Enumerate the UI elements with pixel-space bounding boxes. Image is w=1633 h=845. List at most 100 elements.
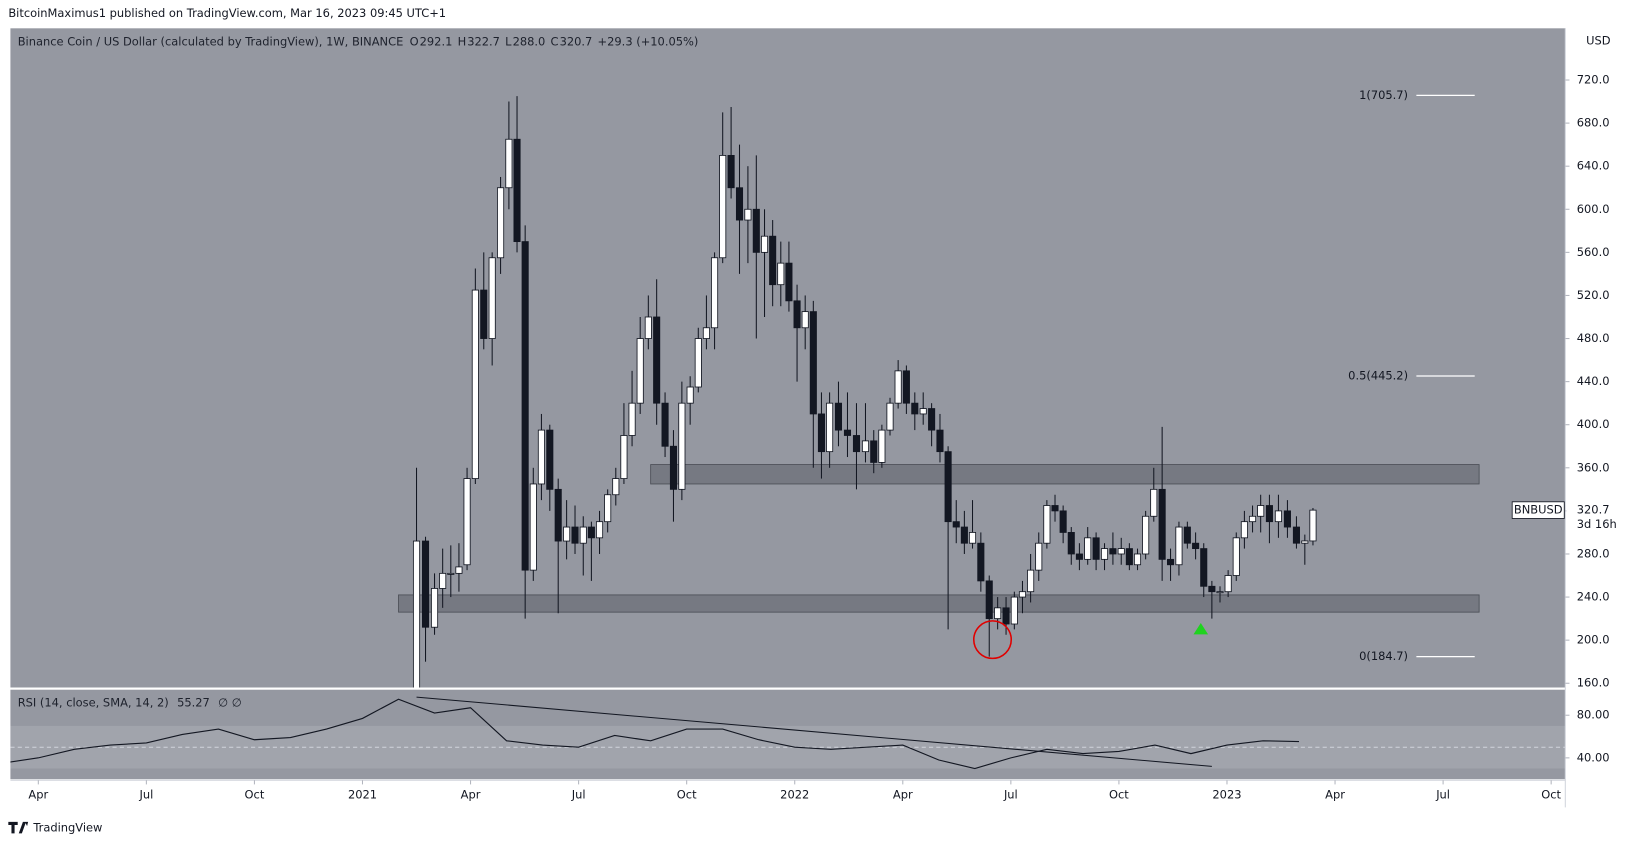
y-tick-label: 640.0 (1577, 159, 1610, 173)
y-tick-label: 560.0 (1577, 245, 1610, 259)
candle-body (1232, 537, 1240, 576)
y-tick-label: 240.0 (1577, 590, 1610, 604)
candle-body (546, 429, 554, 490)
candle-body (1167, 558, 1175, 566)
ohlc-value: 320.7 (560, 34, 593, 48)
candle-body (653, 316, 661, 404)
y-tick-label: 680.0 (1577, 116, 1610, 130)
ohlc-key: O (410, 34, 419, 48)
publisher: BitcoinMaximus1 published on TradingView… (8, 6, 446, 20)
footer-brand: TradingView (32, 821, 102, 835)
ohlc-key: C (551, 34, 559, 48)
fib-label: 1(705.7) (1359, 88, 1408, 102)
x-tick-label: 2021 (348, 787, 377, 801)
candle-body (587, 526, 595, 539)
candle-body (1274, 510, 1282, 523)
candle-body (785, 262, 793, 302)
y-tick-label: 520.0 (1577, 288, 1610, 302)
candle-body (1240, 521, 1248, 539)
candle-body (537, 429, 545, 485)
candle-body (1183, 526, 1191, 544)
price-tag (1566, 501, 1619, 534)
price-zone (398, 594, 1480, 613)
candle-body (817, 413, 825, 453)
candle-body (1133, 553, 1142, 566)
candle-body (505, 138, 513, 189)
candle-body (1059, 510, 1067, 533)
candle-body (1309, 509, 1317, 542)
candle-body (521, 241, 529, 571)
candle-body (944, 451, 952, 523)
candle-body (711, 257, 719, 329)
candle-body (1109, 548, 1117, 555)
candle-body (686, 386, 694, 404)
candle-body (455, 566, 463, 574)
candle-body (513, 138, 521, 243)
y-tick-label: 600.0 (1577, 202, 1610, 216)
candle-body (488, 257, 496, 339)
candle-body (612, 478, 620, 496)
x-tick-label: Oct (245, 787, 265, 801)
candle-body (1224, 575, 1232, 593)
price-tag-label: 320.7 (1577, 503, 1610, 517)
x-tick-label: Oct (677, 787, 697, 801)
candle-body (1283, 510, 1291, 528)
candle-body (1248, 515, 1257, 523)
logo-mark (8, 821, 29, 834)
ohlc-value: 322.7 (467, 34, 500, 48)
candle-body (604, 494, 612, 523)
candle-body (870, 440, 878, 463)
price-zone (650, 464, 1480, 485)
x-tick-label: Jul (571, 787, 586, 801)
candle-body (952, 521, 960, 528)
candle-body (1092, 537, 1100, 560)
candle-body (727, 155, 735, 189)
candle-body (439, 572, 447, 589)
candle-body (1142, 515, 1150, 555)
candle-body (1292, 526, 1300, 544)
rsi-value: 55.27 (177, 696, 210, 710)
candle-body (644, 316, 652, 339)
y-tick-label: 720.0 (1577, 73, 1610, 87)
candle-body (994, 607, 1002, 620)
candle-body (1100, 548, 1109, 560)
ohlc-value: 292.1 (420, 34, 453, 48)
ohlc-value: 288.0 (513, 34, 546, 48)
candle-body (628, 402, 636, 436)
candle-body (620, 435, 628, 479)
y-tick-label: 440.0 (1577, 374, 1610, 388)
candle-body (579, 526, 587, 544)
candle-body (430, 588, 439, 628)
candle-body (1075, 553, 1083, 560)
candle-body (1257, 505, 1265, 517)
currency: USD (1586, 33, 1611, 47)
axes: Apr Jul Oct 2021 Apr Jul Oct 2022 Apr Jul Oct 2023 A… (28, 73, 1619, 801)
candle-body (977, 542, 985, 582)
candle-body (1125, 548, 1133, 566)
candle-body (1200, 548, 1208, 587)
candle-body (744, 208, 752, 221)
fib-label: 0.5(445.2) (1348, 369, 1408, 383)
price-plot: 1(705.7) 0.5(445.2) 0(184.7) (398, 88, 1480, 688)
candle-body (902, 370, 910, 404)
y-tick-label: 200.0 (1577, 633, 1610, 647)
rsi-trendline (416, 696, 1212, 767)
y-tick-label: 480.0 (1577, 331, 1610, 345)
candle-body (809, 311, 817, 415)
candle-body (636, 338, 644, 404)
candle-body (843, 429, 852, 436)
candle-body (928, 408, 936, 431)
fib-label: 0(184.7) (1359, 649, 1408, 663)
x-tick-label: Apr (461, 787, 481, 801)
candle-body (834, 402, 843, 431)
x-tick-label: Oct (1109, 787, 1129, 801)
candle-body (471, 289, 479, 479)
rsi-tick-label: 40.00 (1577, 750, 1610, 764)
ohlc-key: H (458, 34, 467, 48)
candle-body (1150, 488, 1158, 517)
ohlc-key: L (505, 34, 512, 48)
candle-body (421, 540, 430, 628)
candle-body (1002, 607, 1010, 625)
candle-body (661, 402, 669, 447)
x-tick-label: Apr (1325, 787, 1345, 801)
